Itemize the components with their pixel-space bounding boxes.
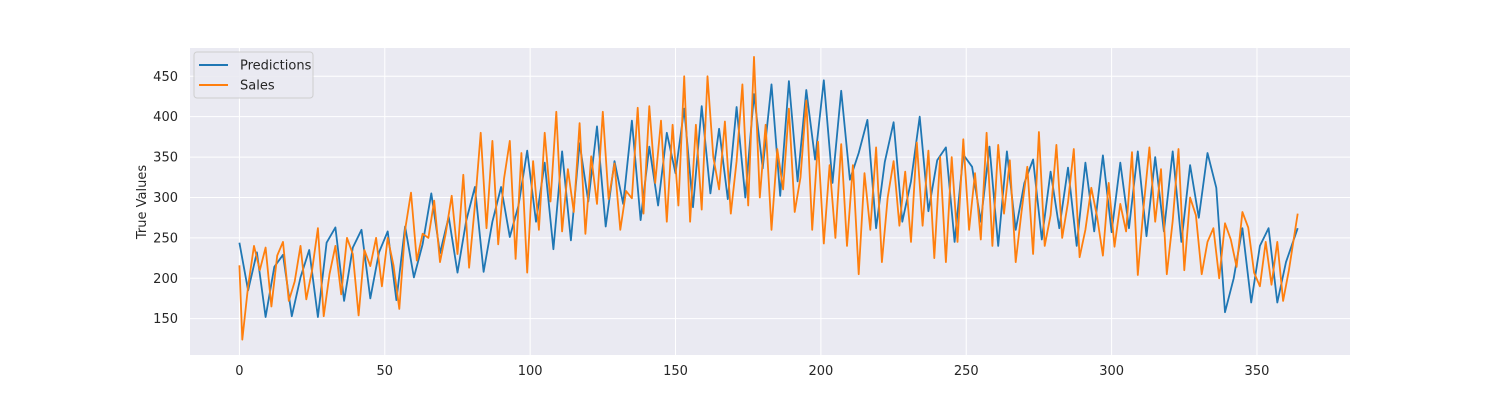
y-tick-labels: 150 200 250 300 350 400 450 [153,70,178,327]
y-tick-label: 350 [153,151,178,166]
x-tick-label: 0 [235,364,243,379]
x-tick-label: 150 [663,364,688,379]
series-layer [238,56,1299,341]
x-tick-label: 50 [377,364,394,379]
x-tick-label: 200 [808,364,833,379]
series-line-predictions [238,79,1299,318]
legend: Predictions Sales [193,51,314,99]
y-tick-label: 150 [153,312,178,327]
x-tick-label: 250 [954,364,979,379]
legend-box [193,51,314,99]
y-tick-label: 400 [153,110,178,125]
legend-label-sales: Sales [240,79,275,94]
y-axis-title: True Values [135,165,150,240]
y-tick-label: 300 [153,191,178,206]
x-tick-label: 300 [1099,364,1124,379]
x-tick-label: 350 [1245,364,1270,379]
x-tick-label: 100 [518,364,543,379]
x-tick-labels: 0 50 100 150 200 250 300 350 [235,364,1269,379]
y-tick-label: 250 [153,231,178,246]
series-line-sales [238,56,1299,341]
y-tick-label: 200 [153,272,178,287]
y-tick-label: 450 [153,70,178,85]
legend-label-predictions: Predictions [240,59,312,74]
